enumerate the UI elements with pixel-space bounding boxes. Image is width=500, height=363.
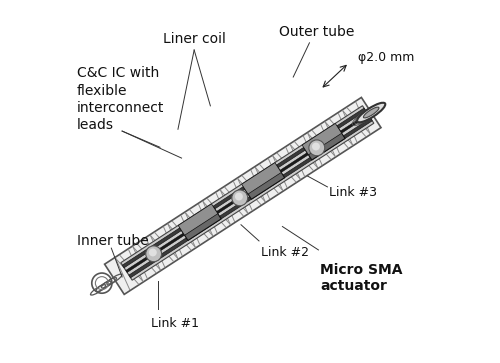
Polygon shape [302, 123, 342, 155]
Ellipse shape [364, 107, 379, 118]
Polygon shape [243, 165, 284, 199]
Polygon shape [129, 118, 372, 278]
Polygon shape [178, 204, 218, 235]
Polygon shape [242, 163, 282, 194]
Polygon shape [104, 97, 381, 294]
Circle shape [232, 190, 248, 206]
Text: Micro SMA
actuator: Micro SMA actuator [320, 262, 402, 293]
Text: Link #3: Link #3 [329, 186, 377, 199]
Polygon shape [180, 206, 221, 240]
Polygon shape [122, 108, 366, 268]
Text: φ2.0 mm: φ2.0 mm [358, 51, 414, 64]
Text: Link #1: Link #1 [151, 317, 199, 330]
Text: Liner coil: Liner coil [162, 32, 226, 46]
Circle shape [146, 246, 162, 262]
Ellipse shape [357, 103, 386, 122]
Polygon shape [126, 114, 369, 273]
Circle shape [235, 193, 243, 200]
Circle shape [149, 249, 157, 256]
Polygon shape [304, 126, 345, 160]
Text: Link #2: Link #2 [261, 246, 309, 259]
Text: Outer tube: Outer tube [279, 25, 354, 39]
Circle shape [309, 140, 324, 156]
Text: C&C IC with
flexible
interconnect
leads: C&C IC with flexible interconnect leads [77, 66, 164, 132]
Circle shape [312, 143, 320, 151]
Polygon shape [121, 106, 374, 280]
Text: Inner tube: Inner tube [77, 234, 149, 248]
